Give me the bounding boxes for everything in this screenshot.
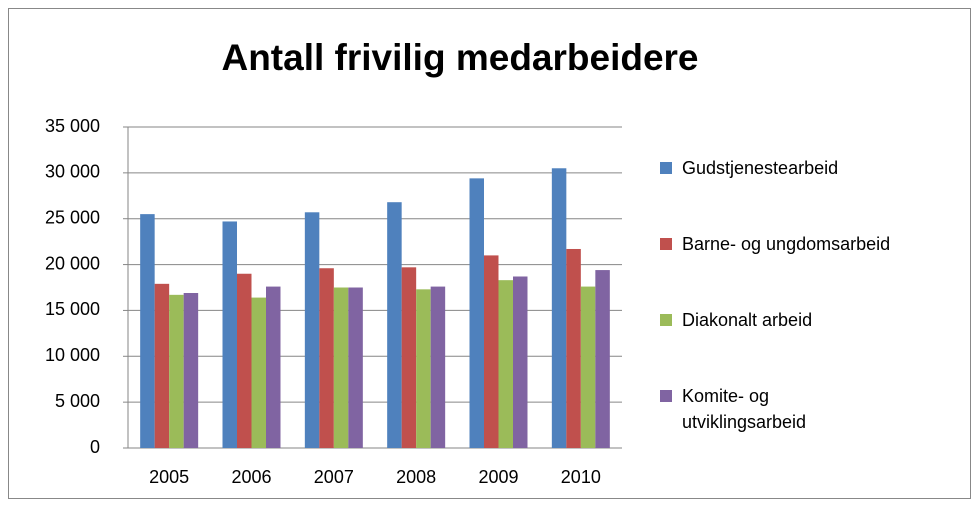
- y-tick-label: 10 000: [45, 345, 100, 365]
- x-tick-label: 2009: [478, 467, 518, 487]
- bar: [595, 270, 610, 448]
- x-tick-label: 2005: [149, 467, 189, 487]
- bar: [401, 267, 417, 448]
- y-tick-label: 35 000: [45, 116, 100, 136]
- bar: [484, 255, 499, 448]
- bar: [387, 202, 402, 448]
- y-tick-label: 5 000: [55, 391, 100, 411]
- legend-item: Komite- og utviklingsarbeid: [660, 383, 850, 435]
- legend-label: Diakonalt arbeid: [682, 310, 813, 330]
- bar: [222, 221, 237, 448]
- bar: [513, 276, 528, 448]
- bar: [154, 283, 170, 448]
- legend-swatch: [660, 390, 672, 402]
- x-tick-label: 2006: [231, 467, 271, 487]
- bar: [566, 248, 581, 448]
- legend-swatch: [660, 238, 672, 250]
- legend-label: Komite- og utviklingsarbeid: [682, 386, 807, 432]
- bar: [469, 178, 484, 449]
- bar: [237, 273, 252, 448]
- bar: [348, 287, 363, 448]
- legend-swatch: [660, 314, 672, 326]
- x-tick-label: 2007: [314, 467, 354, 487]
- bar: [169, 294, 184, 448]
- bar: [140, 214, 155, 448]
- y-tick-label: 30 000: [45, 162, 100, 182]
- y-tick-label: 0: [90, 437, 100, 457]
- bar: [183, 293, 199, 448]
- legend-swatch: [660, 162, 672, 174]
- x-tick-label: 2010: [561, 467, 601, 487]
- legend-label: Gudstjenestearbeid: [682, 158, 839, 178]
- bar: [333, 287, 349, 448]
- bar: [266, 286, 281, 448]
- x-tick-label: 2008: [396, 467, 436, 487]
- legend-item: Diakonalt arbeid: [660, 307, 890, 333]
- legend: Gudstjenestearbeid Barne- og ungdomsarbei…: [660, 155, 890, 485]
- legend-item: Barne- og ungdomsarbeid: [660, 231, 890, 257]
- chart-title: Antall frivilig medarbeidere: [221, 37, 698, 78]
- legend-item: Gudstjenestearbeid: [660, 155, 890, 181]
- bar: [251, 297, 266, 448]
- bar: [580, 286, 596, 448]
- bar: [304, 212, 320, 448]
- bar: [319, 268, 334, 448]
- legend-label: Barne- og ungdomsarbeid: [682, 234, 891, 254]
- bar: [430, 286, 446, 448]
- y-tick-label: 15 000: [45, 299, 100, 319]
- bar: [416, 289, 431, 448]
- bar: [498, 280, 513, 448]
- y-tick-label: 20 000: [45, 253, 100, 273]
- bar: [551, 168, 567, 448]
- y-tick-label: 25 000: [45, 207, 100, 227]
